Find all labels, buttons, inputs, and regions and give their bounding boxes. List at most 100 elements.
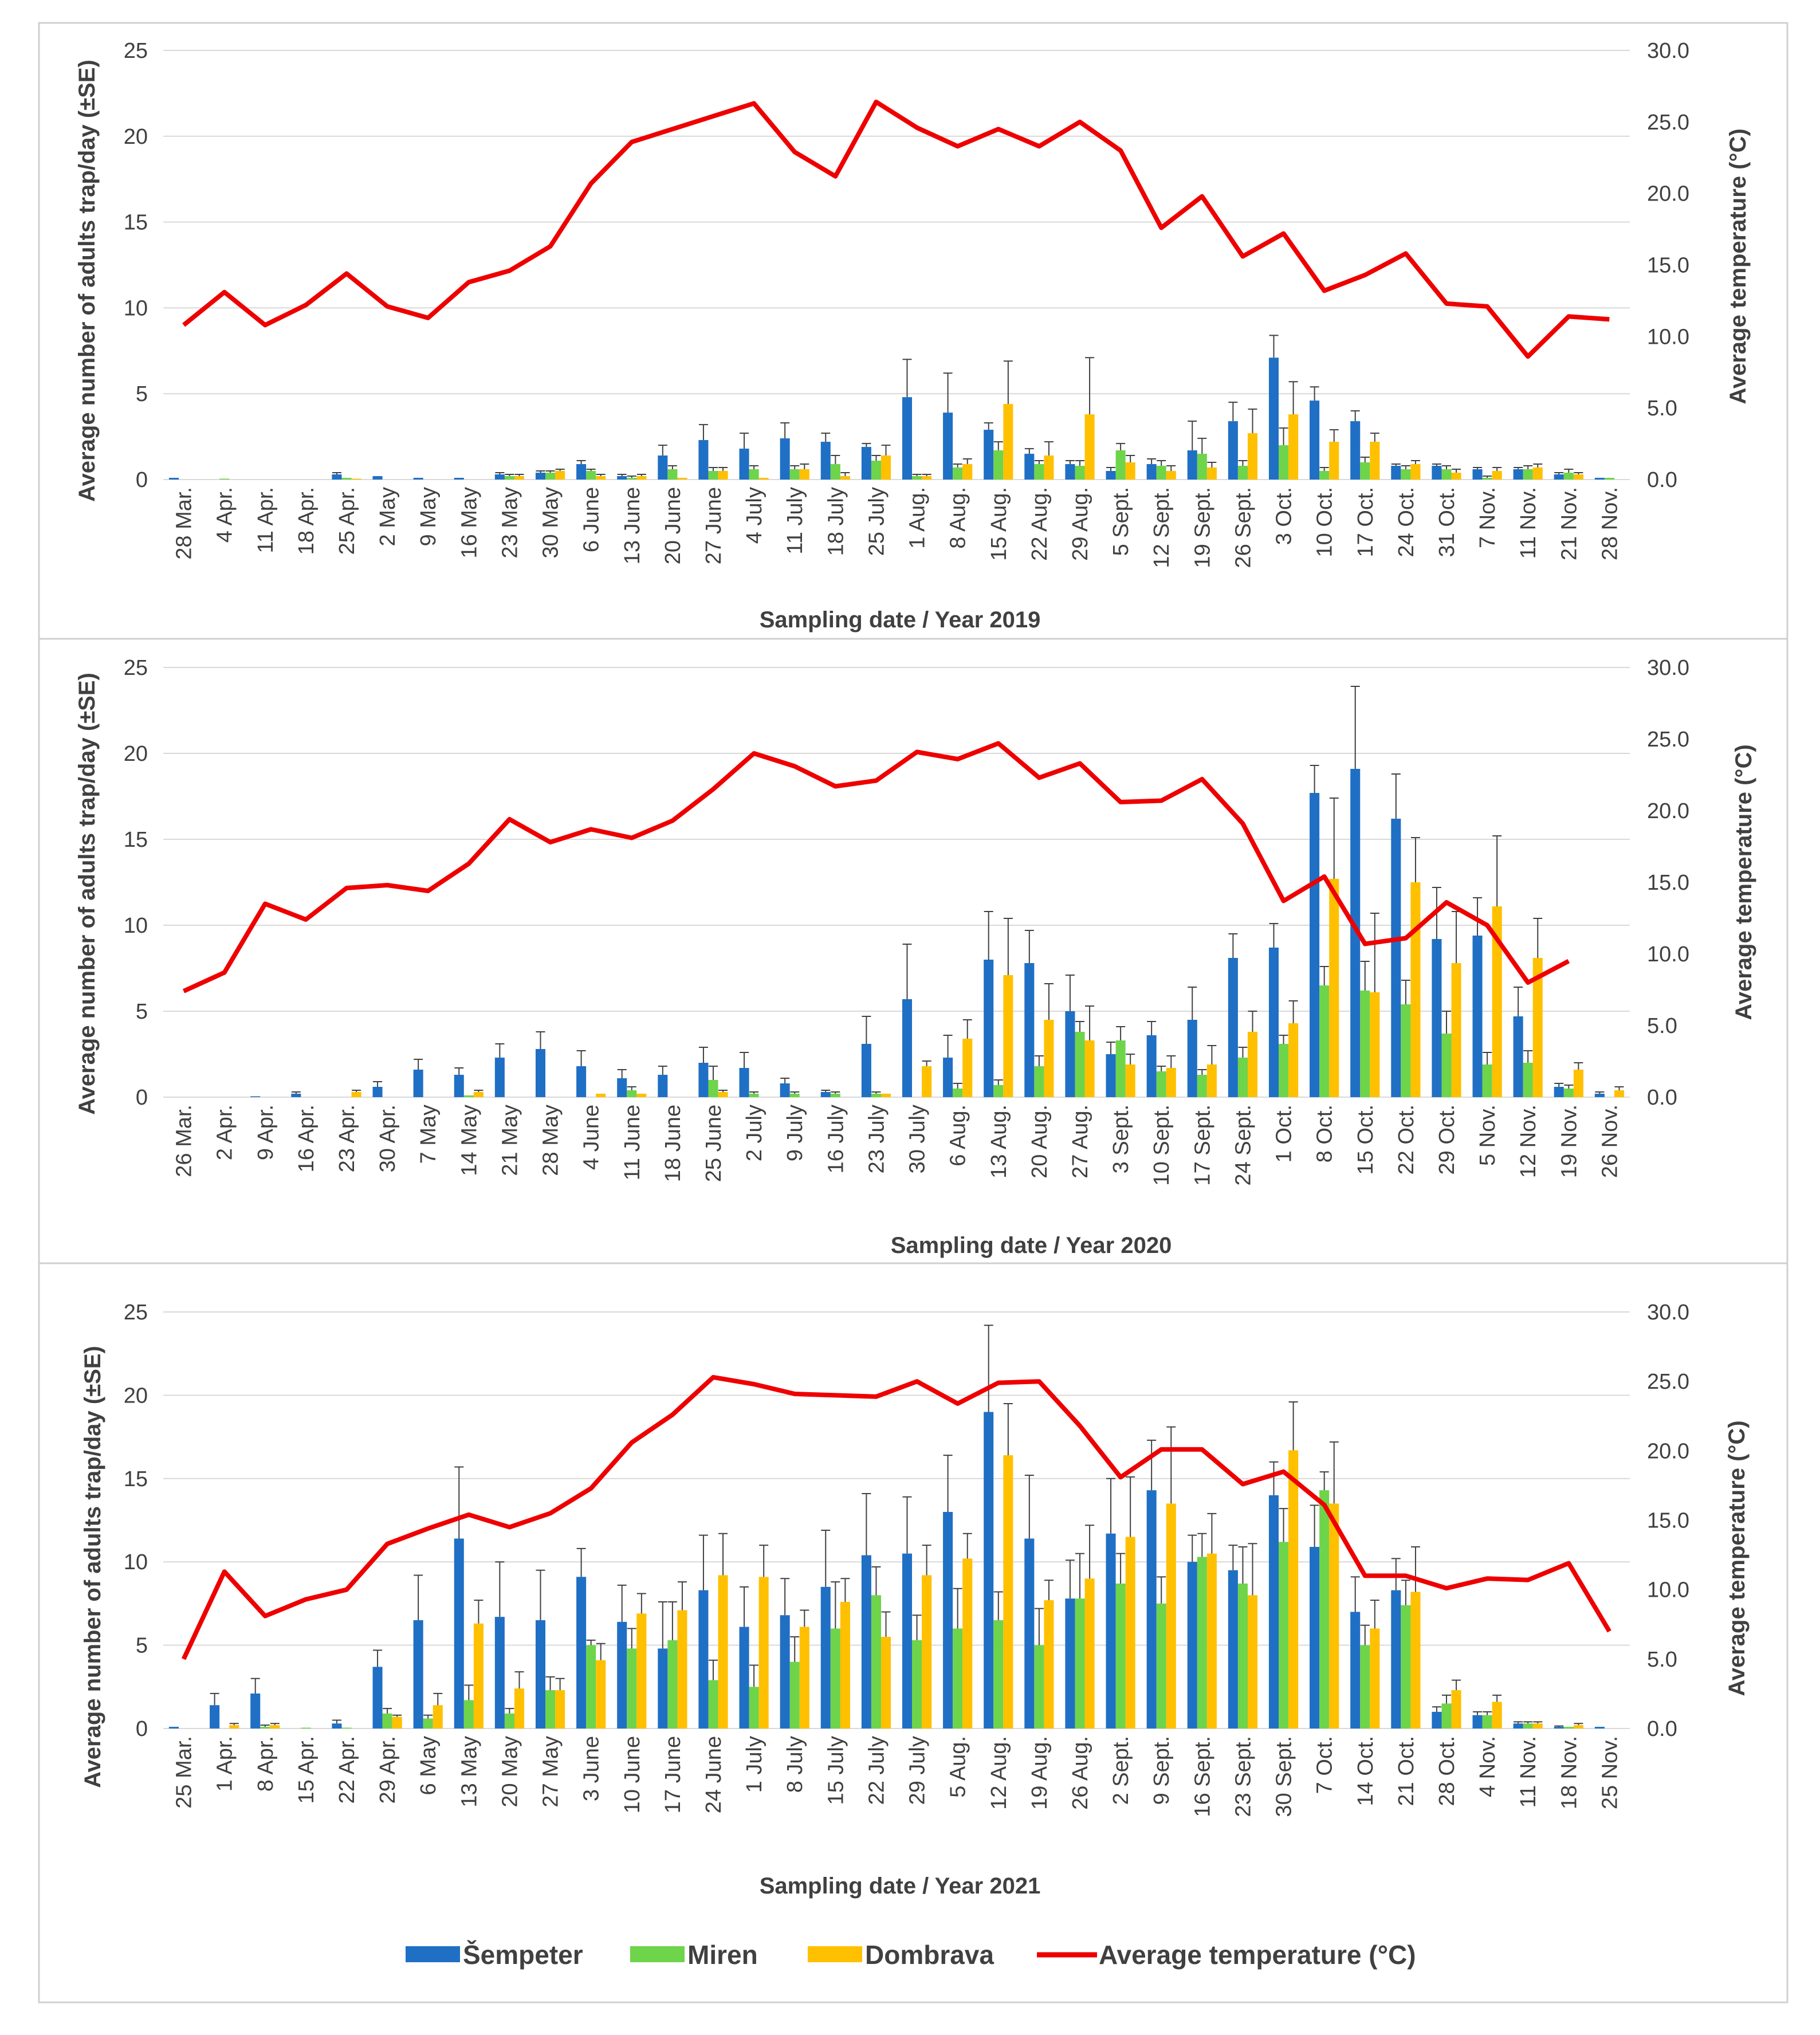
y-tick-label: 5 bbox=[136, 382, 148, 406]
x-tick-label: 22 July bbox=[864, 1736, 889, 1805]
bar-sempeter bbox=[291, 1094, 301, 1097]
bar-sempeter bbox=[1228, 1570, 1238, 1728]
y2-tick-label: 30.0 bbox=[1647, 1301, 1689, 1325]
bar-sempeter bbox=[861, 1555, 871, 1728]
bar-dombrava bbox=[514, 476, 525, 480]
x-tick-label: 14 Oct. bbox=[1354, 1736, 1378, 1806]
chart-2019: Average number of adults trap/day (±SE) … bbox=[74, 39, 1751, 632]
x-tick-label: 26 Sept. bbox=[1231, 487, 1255, 568]
bar-dombrava bbox=[1370, 442, 1380, 480]
bar-miren bbox=[1401, 469, 1411, 480]
bar-sempeter bbox=[943, 412, 953, 480]
x-tick-label: 6 May bbox=[416, 1736, 441, 1795]
y-tick-label: 5 bbox=[136, 1634, 148, 1658]
bar-sempeter bbox=[1554, 1087, 1564, 1097]
bar-dombrava bbox=[1247, 1595, 1258, 1728]
bar-miren bbox=[830, 1628, 840, 1728]
x-tick-label: 5 Sept. bbox=[1109, 487, 1133, 556]
x-axis-label: Sampling date / Year 2020 bbox=[891, 1233, 1172, 1258]
y-tick-label: 25 bbox=[124, 656, 148, 680]
bar-miren bbox=[1156, 466, 1166, 480]
bar-dombrava bbox=[880, 455, 891, 480]
x-tick-label: 23 Apr. bbox=[335, 1105, 359, 1172]
temperature-line bbox=[181, 1374, 1611, 1660]
x-axis-label: Sampling date / Year 2019 bbox=[760, 607, 1041, 632]
x-tick-label: 18 Nov. bbox=[1557, 1736, 1581, 1809]
x-tick-label: 24 Sept. bbox=[1231, 1105, 1255, 1186]
bar-sempeter bbox=[617, 1078, 627, 1097]
bar-sempeter bbox=[698, 1063, 709, 1097]
x-tick-label: 29 July bbox=[906, 1736, 930, 1805]
x-tick-label: 4 July bbox=[742, 487, 766, 544]
bar-dombrava bbox=[1044, 455, 1054, 480]
bar-dombrava bbox=[1166, 1503, 1176, 1728]
bar-dombrava bbox=[1288, 1450, 1299, 1728]
x-tick-label: 11 Nov. bbox=[1516, 1736, 1540, 1808]
bar-miren bbox=[953, 467, 963, 480]
bar-miren bbox=[1523, 1723, 1533, 1728]
legend-swatch-miren bbox=[630, 1946, 685, 1962]
bar-dombrava bbox=[1410, 882, 1421, 1097]
x-tick-label: 19 Aug. bbox=[1028, 1736, 1052, 1810]
bar-sempeter bbox=[576, 464, 587, 480]
bar-sempeter bbox=[1146, 1490, 1157, 1728]
bar-miren bbox=[1319, 1490, 1330, 1728]
x-tick-label: 8 Aug. bbox=[946, 487, 970, 549]
bar-miren bbox=[993, 1085, 1004, 1097]
y-tick-label: 0 bbox=[136, 468, 148, 492]
bar-sempeter bbox=[617, 1621, 627, 1728]
bar-sempeter bbox=[1065, 1598, 1075, 1728]
bar-miren bbox=[953, 1089, 963, 1097]
bar-miren bbox=[341, 478, 352, 480]
bar-sempeter bbox=[1350, 421, 1361, 480]
x-tick-label: 26 Mar. bbox=[172, 1105, 196, 1177]
x-tick-label: 11 Apr. bbox=[254, 487, 278, 553]
bar-miren bbox=[1156, 1603, 1166, 1728]
x-tick-label: 30 Sept. bbox=[1272, 1736, 1296, 1817]
bar-sempeter bbox=[1391, 1590, 1401, 1728]
x-tick-label: 29 Oct. bbox=[1435, 1105, 1459, 1175]
bar-miren bbox=[382, 1713, 392, 1728]
bar-sempeter bbox=[1228, 421, 1238, 480]
x-tick-label: 17 Sept. bbox=[1190, 1105, 1214, 1186]
x-tick-label: 13 Aug. bbox=[987, 1105, 1011, 1178]
x-tick-label: 13 May bbox=[457, 1736, 481, 1808]
bar-miren bbox=[871, 1595, 881, 1728]
panel-frame-2021 bbox=[38, 1262, 1788, 2003]
bar-sempeter bbox=[820, 1092, 831, 1097]
bar-miren bbox=[1075, 466, 1085, 480]
bar-sempeter bbox=[658, 1648, 668, 1728]
bar-miren bbox=[1360, 991, 1370, 1097]
bar-sempeter bbox=[1146, 1035, 1157, 1097]
bar-sempeter bbox=[1310, 400, 1320, 480]
x-tick-label: 21 Oct. bbox=[1394, 1736, 1418, 1806]
chart-2021: Average number of adults trap/day (±SE) … bbox=[80, 1301, 1750, 1899]
y-axis-label: Average number of adults trap/day (±SE) bbox=[74, 60, 100, 502]
x-tick-label: 4 Apr. bbox=[213, 487, 237, 543]
legend: Šempeter Miren Dombrava Average temperat… bbox=[406, 1940, 1416, 1970]
bar-sempeter bbox=[372, 1667, 383, 1728]
legend-swatch-dombrava bbox=[808, 1946, 862, 1962]
bar-miren bbox=[953, 1628, 963, 1728]
bar-sempeter bbox=[780, 1615, 790, 1728]
y2-tick-label: 5.0 bbox=[1647, 1648, 1677, 1672]
bar-dombrava bbox=[718, 471, 728, 480]
x-tick-label: 29 Aug. bbox=[1068, 487, 1092, 561]
x-tick-label: 6 June bbox=[580, 487, 604, 552]
y2-tick-label: 0.0 bbox=[1647, 1717, 1677, 1741]
bar-dombrava bbox=[1166, 1068, 1176, 1097]
bar-sempeter bbox=[1065, 1011, 1075, 1097]
bar-sempeter bbox=[454, 1075, 464, 1097]
bar-sempeter bbox=[168, 1727, 179, 1728]
bar-miren bbox=[830, 1094, 840, 1097]
bar-sempeter bbox=[372, 1087, 383, 1097]
bar-miren bbox=[1401, 1605, 1411, 1728]
x-tick-label: 26 Nov. bbox=[1598, 1105, 1622, 1178]
bar-miren bbox=[789, 469, 800, 480]
x-tick-label: 5 Aug. bbox=[946, 1736, 970, 1798]
x-tick-label: 20 Aug. bbox=[1028, 1105, 1052, 1178]
y2-tick-label: 25.0 bbox=[1647, 728, 1689, 752]
y2-tick-label: 30.0 bbox=[1647, 656, 1689, 680]
bar-dombrava bbox=[1329, 1503, 1339, 1728]
